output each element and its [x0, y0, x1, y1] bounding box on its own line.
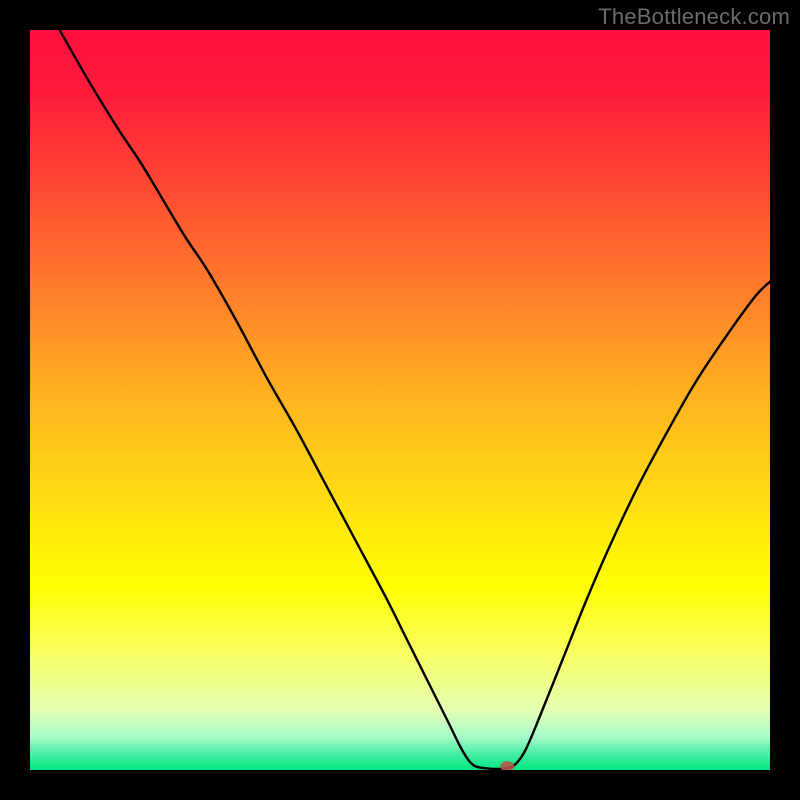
chart-frame: TheBottleneck.com	[0, 0, 800, 800]
gradient-background	[30, 30, 770, 770]
watermark-text: TheBottleneck.com	[598, 4, 790, 30]
bottleneck-chart	[30, 30, 770, 770]
plot-area	[30, 30, 770, 770]
